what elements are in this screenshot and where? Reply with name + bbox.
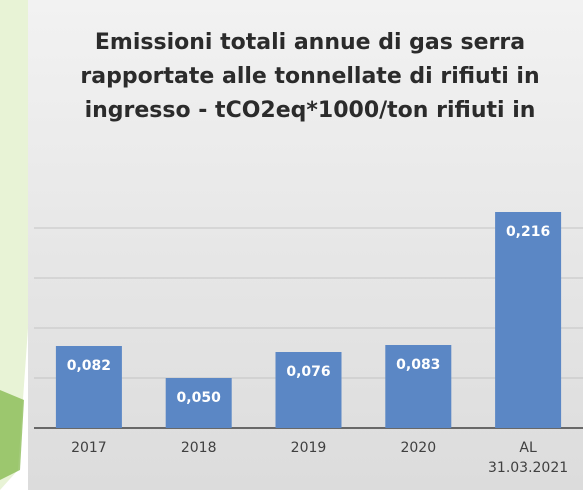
bar bbox=[385, 345, 452, 428]
x-tick-label: 2017 bbox=[71, 440, 107, 456]
data-label: 0,083 bbox=[396, 357, 441, 373]
data-label: 0,216 bbox=[505, 224, 551, 240]
grass bbox=[0, 390, 24, 480]
x-tick-label: 2018 bbox=[180, 440, 217, 456]
x-tick-label: 2019 bbox=[290, 440, 327, 456]
bar bbox=[165, 378, 232, 428]
x-tick-label: AL 31.03.2021 bbox=[488, 440, 569, 476]
chart-title: Emissioni totali annue di gas serra rapp… bbox=[80, 30, 540, 123]
bar bbox=[275, 352, 342, 428]
data-label: 0,050 bbox=[176, 390, 221, 406]
data-label: 0,076 bbox=[286, 364, 331, 380]
bar bbox=[495, 212, 562, 428]
x-tick-label: 2020 bbox=[400, 440, 437, 456]
data-label: 0,082 bbox=[66, 358, 112, 374]
bar bbox=[55, 346, 122, 428]
